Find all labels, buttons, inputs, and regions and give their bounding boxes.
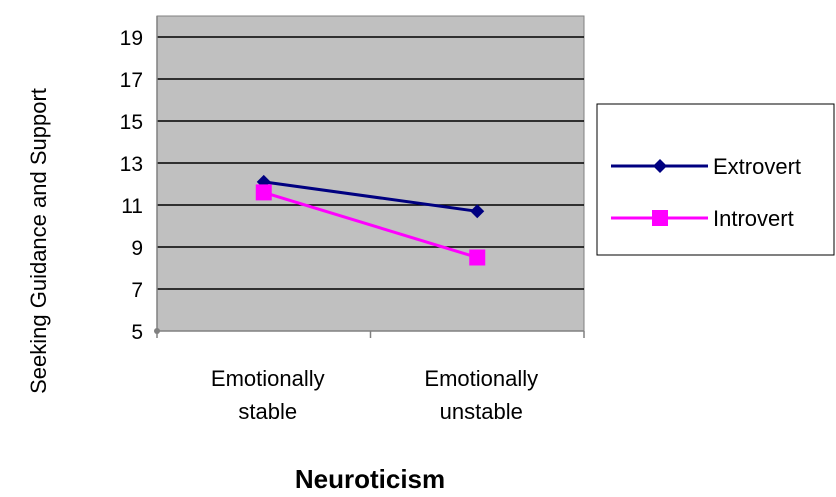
marker-diamond (470, 204, 485, 219)
y-tick-label: 9 (131, 237, 143, 260)
marker-square (469, 249, 486, 266)
legend: Extrovert Introvert (596, 103, 835, 256)
legend-item-extrovert: Extrovert (611, 154, 801, 179)
x-category-label: Emotionally stable (211, 366, 325, 424)
y-tick-label: 11 (121, 195, 143, 218)
y-axis-label: Seeking Guidance and Support (26, 88, 51, 394)
y-tick-label: 13 (120, 153, 143, 176)
series-line (263, 190, 478, 259)
x-category-label: Emotionally unstable (424, 366, 538, 424)
marker-square (255, 184, 272, 201)
legend-label: Extrovert (713, 154, 801, 179)
x-axis-label: Neuroticism (295, 464, 445, 494)
marker-diamond (653, 159, 667, 173)
axes: 5 7 9 11 13 15 17 19 Emotionally stable Emotionall… (120, 16, 585, 424)
y-tick-label: 17 (120, 69, 143, 92)
y-tick-label: 19 (120, 27, 143, 50)
y-tick-label: 7 (131, 279, 143, 302)
legend-label: Introvert (713, 206, 794, 231)
legend-box (596, 103, 835, 256)
marker-square (652, 210, 668, 226)
legend-item-introvert: Introvert (611, 206, 794, 231)
series-group (255, 174, 486, 266)
y-tick-label: 15 (120, 111, 143, 134)
series-introvert (255, 184, 486, 266)
plot-area (156, 15, 585, 332)
gridlines (157, 36, 584, 290)
y-tick-label: 5 (131, 321, 143, 344)
series-line (263, 180, 478, 213)
